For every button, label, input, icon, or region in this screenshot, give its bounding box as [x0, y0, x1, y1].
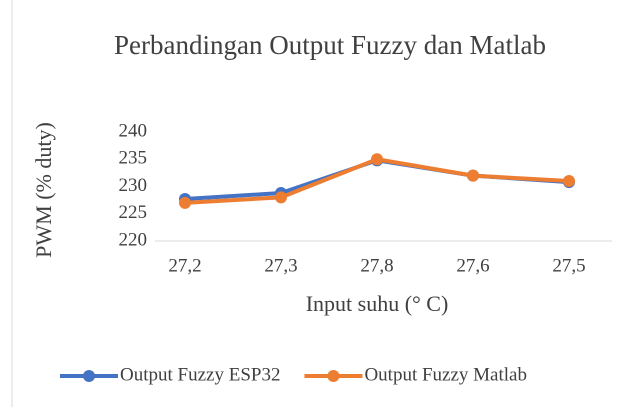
- x-tick-label: 27,5: [552, 255, 585, 276]
- legend-label: Output Fuzzy ESP32: [120, 364, 280, 385]
- y-tick-label: 225: [119, 202, 148, 223]
- legend-marker: [83, 370, 95, 382]
- point: [371, 153, 383, 166]
- y-tick-label: 220: [119, 229, 148, 250]
- point: [563, 175, 575, 188]
- chart-title: Perbandingan Output Fuzzy dan Matlab: [114, 30, 546, 60]
- y-tick-label: 240: [119, 120, 148, 141]
- x-tick-label: 27,3: [264, 255, 297, 276]
- legend-label: Output Fuzzy Matlab: [364, 364, 527, 385]
- point: [179, 196, 191, 209]
- x-tick-label: 27,8: [360, 255, 393, 276]
- x-axis-label: Input suhu (° C): [306, 291, 449, 316]
- x-tick-label: 27,2: [168, 255, 201, 276]
- x-tick-label: 27,6: [456, 255, 489, 276]
- legend-marker: [327, 370, 340, 382]
- point: [467, 169, 479, 182]
- y-axis-label: PWM (% duty): [31, 122, 56, 258]
- y-tick-label: 235: [119, 148, 148, 169]
- y-tick-label: 230: [119, 175, 148, 196]
- point: [275, 191, 287, 204]
